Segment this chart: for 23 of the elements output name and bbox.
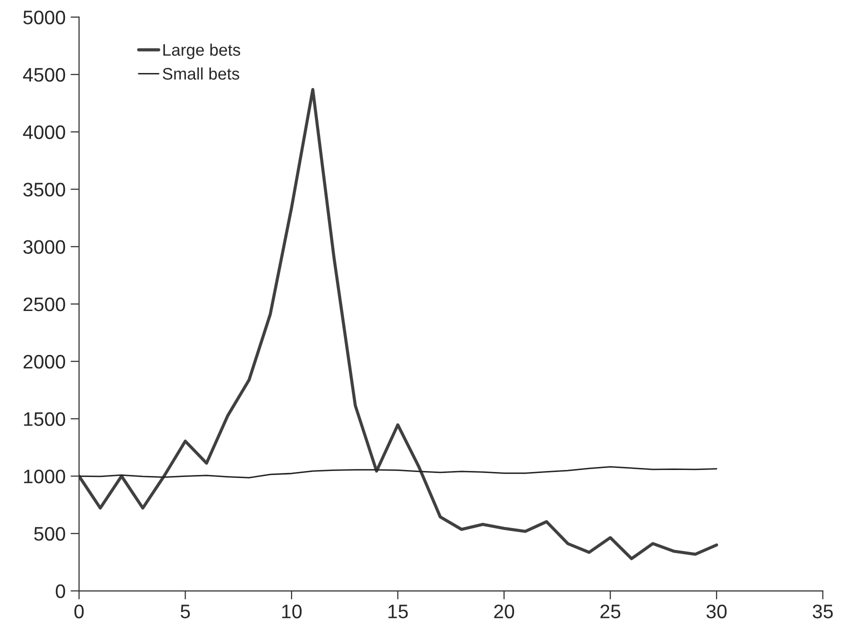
x-tick-label: 35 bbox=[812, 604, 833, 618]
y-tick-label: 0 bbox=[56, 584, 66, 598]
y-tick-label: 3000 bbox=[23, 240, 66, 254]
legend-label: Large bets bbox=[163, 44, 240, 60]
y-tick-label: 500 bbox=[34, 526, 66, 541]
legend-label: Small bets bbox=[162, 67, 240, 80]
line-series bbox=[79, 466, 718, 478]
x-tick-label: 10 bbox=[282, 604, 302, 618]
x-tick-label: 20 bbox=[494, 604, 514, 618]
x-tick-label: 30 bbox=[706, 604, 727, 618]
y-tick-label: 5000 bbox=[23, 10, 66, 24]
x-tick-label: 5 bbox=[180, 604, 190, 618]
y-tick-label: 2000 bbox=[24, 354, 66, 369]
y-tick-label: 2500 bbox=[24, 297, 66, 312]
x-tick-label: 25 bbox=[600, 604, 620, 618]
y-tick-label: 3500 bbox=[23, 182, 66, 196]
y-tick-label: 1500 bbox=[24, 412, 66, 426]
x-tick-label: 15 bbox=[388, 604, 408, 618]
line-series bbox=[79, 88, 718, 560]
x-tick-label: 0 bbox=[74, 604, 84, 618]
y-tick-label: 4500 bbox=[23, 68, 66, 82]
y-tick-label: 4000 bbox=[23, 125, 66, 140]
y-tick-label: 1000 bbox=[24, 470, 66, 484]
